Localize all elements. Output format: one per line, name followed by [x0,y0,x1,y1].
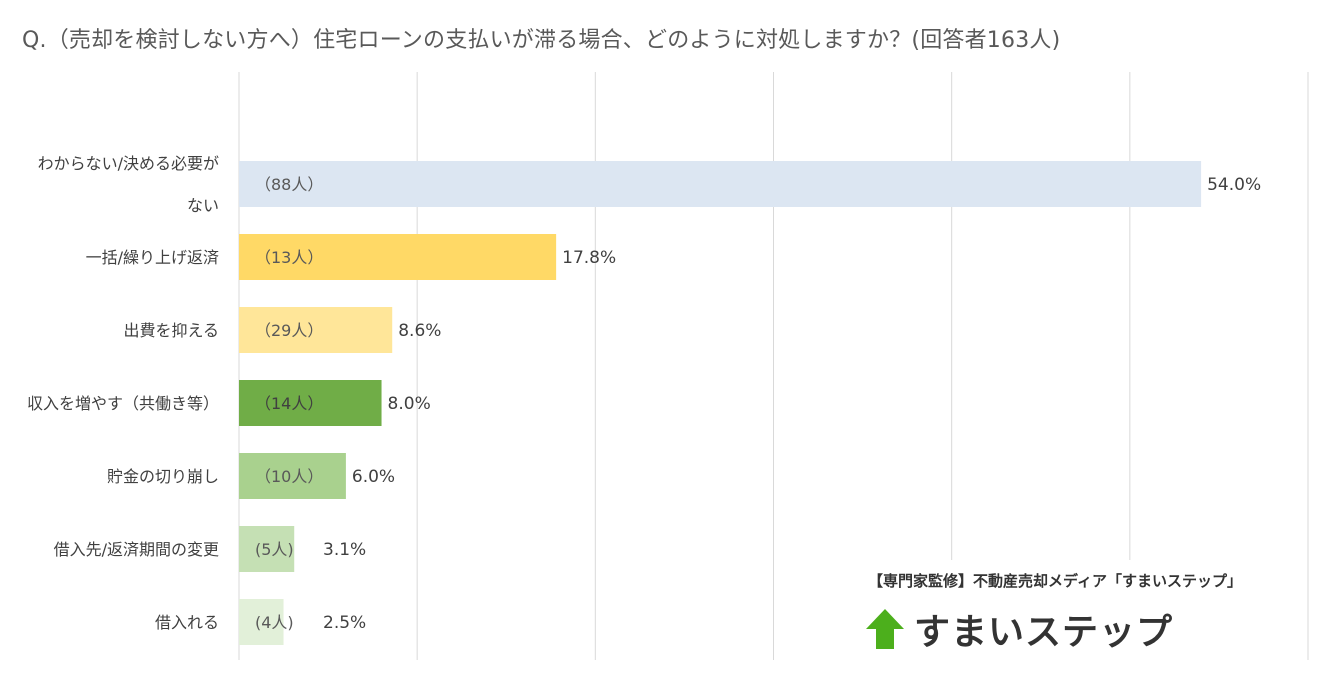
count-label: (5人) [255,540,294,559]
value-label: 8.0% [388,394,431,414]
category-label: 出費を抑える [123,321,219,340]
bar [239,234,557,280]
bar [239,380,382,426]
value-label: 8.6% [398,321,441,341]
house-arrow-icon [866,609,904,649]
count-label: （13人） [255,248,323,267]
chart-title: Q.（売却を検討しない方へ）住宅ローンの支払いが滞る場合、どのように対処しますか… [22,28,1061,53]
bars [239,161,1202,645]
bar [239,599,284,645]
category-label: 収入を増やす（共働き等） [27,394,219,413]
category-label: 借入れる [155,613,219,632]
count-label: （10人） [255,467,323,486]
value-label: 3.1% [323,540,366,560]
badge-caption: 【専門家監修】不動産売却メディア「すまいステップ」 [868,572,1242,590]
value-label: 6.0% [352,467,395,487]
category-label: 借入先/返済期間の変更 [54,540,219,559]
category-label: 貯金の切り崩し [107,467,219,486]
bar [239,453,346,499]
count-label: （88人） [255,175,323,194]
value-label: 2.5% [323,613,366,633]
value-label: 17.8% [562,248,616,268]
count-label: （29人） [255,321,323,340]
category-label: わからない/決める必要が [38,154,219,173]
logo: すまいステップ [864,604,1173,654]
media-badge: 【専門家監修】不動産売却メディア「すまいステップ」 すまいステップ [858,560,1298,664]
value-label: 54.0% [1207,175,1261,195]
category-label: 一括/繰り上げ返済 [86,248,219,267]
category-label: ない [187,196,219,215]
bar [239,161,1202,207]
count-label: （14人） [255,394,323,413]
count-label: (4人) [255,613,294,632]
logo-text: すまいステップ [914,612,1174,653]
bar [239,526,295,572]
bar [239,307,393,353]
